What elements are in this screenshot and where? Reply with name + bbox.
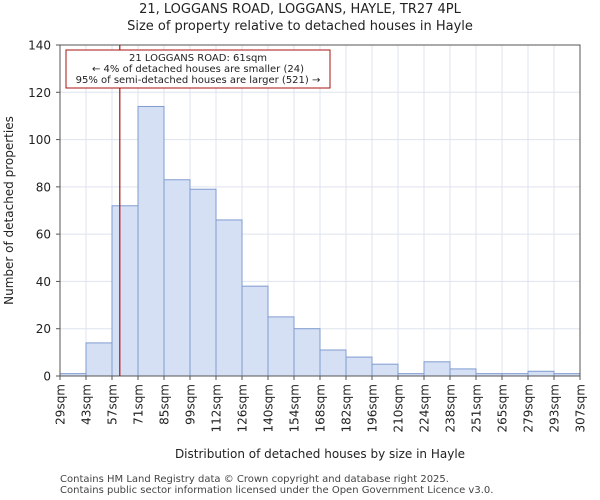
x-tick-label: 182sqm bbox=[340, 384, 354, 432]
x-tick-label: 251sqm bbox=[470, 384, 484, 432]
histogram-bar bbox=[267, 316, 295, 377]
x-tick-label: 224sqm bbox=[418, 384, 432, 432]
annotation-line-1: 21 LOGGANS ROAD: 61sqm bbox=[129, 53, 267, 64]
y-tick-label: 140 bbox=[28, 39, 51, 53]
histogram-bar bbox=[241, 285, 269, 377]
histogram-bar bbox=[215, 219, 243, 377]
footer-line-2: Contains public sector information licen… bbox=[60, 485, 494, 496]
x-tick-label: 168sqm bbox=[314, 384, 328, 432]
x-tick-label: 126sqm bbox=[236, 384, 250, 432]
x-tick-label: 57sqm bbox=[106, 384, 120, 425]
histogram-bar bbox=[293, 328, 321, 377]
x-tick-label: 154sqm bbox=[288, 384, 302, 432]
x-axis-label: Distribution of detached houses by size … bbox=[175, 447, 465, 461]
histogram-bar bbox=[111, 205, 139, 377]
x-tick-label: 29sqm bbox=[54, 384, 68, 425]
histogram-bar bbox=[371, 363, 399, 377]
y-tick-label: 80 bbox=[36, 180, 51, 194]
histogram-bar bbox=[163, 179, 191, 377]
x-tick-label: 210sqm bbox=[392, 384, 406, 432]
histogram-bar bbox=[345, 356, 373, 377]
x-tick-label: 140sqm bbox=[262, 384, 276, 432]
y-tick-label: 120 bbox=[28, 86, 51, 100]
x-tick-label: 99sqm bbox=[184, 384, 198, 425]
y-tick-label: 60 bbox=[36, 228, 51, 242]
x-tick-label: 112sqm bbox=[210, 384, 224, 432]
y-tick-label: 100 bbox=[28, 133, 51, 147]
x-tick-label: 293sqm bbox=[548, 384, 562, 432]
histogram-bar bbox=[449, 368, 477, 377]
y-tick-label: 0 bbox=[43, 370, 51, 384]
x-tick-label: 71sqm bbox=[132, 384, 146, 425]
y-tick-label: 40 bbox=[36, 275, 51, 289]
x-tick-label: 43sqm bbox=[80, 384, 94, 425]
histogram-bar bbox=[423, 361, 451, 377]
annotation-line-3: 95% of semi-detached houses are larger (… bbox=[76, 75, 321, 86]
y-tick-label: 20 bbox=[36, 322, 51, 336]
histogram-bar bbox=[189, 188, 217, 377]
x-tick-label: 265sqm bbox=[496, 384, 510, 432]
chart-title: 21, LOGGANS ROAD, LOGGANS, HAYLE, TR27 4… bbox=[139, 2, 461, 17]
x-tick-label: 85sqm bbox=[158, 384, 172, 425]
histogram-bar bbox=[527, 370, 555, 377]
histogram-bar bbox=[319, 349, 347, 377]
x-tick-label: 196sqm bbox=[366, 384, 380, 432]
histogram-bar bbox=[85, 342, 113, 377]
histogram-bar bbox=[137, 105, 165, 377]
chart-subtitle: Size of property relative to detached ho… bbox=[127, 19, 473, 34]
x-tick-label: 238sqm bbox=[444, 384, 458, 432]
histogram-chart: 0 20 40 60 80 100 120 140 29sqm 43sqm 57sqm 71sqm 85… bbox=[2, 39, 588, 462]
x-tick-label: 307sqm bbox=[574, 384, 588, 432]
footer-line-1: Contains HM Land Registry data © Crown c… bbox=[60, 474, 449, 485]
x-tick-label: 279sqm bbox=[522, 384, 536, 432]
annotation-line-2: ← 4% of detached houses are smaller (24) bbox=[92, 64, 304, 75]
annotation-box bbox=[65, 49, 331, 89]
y-axis-label: Number of detached properties bbox=[2, 116, 16, 305]
